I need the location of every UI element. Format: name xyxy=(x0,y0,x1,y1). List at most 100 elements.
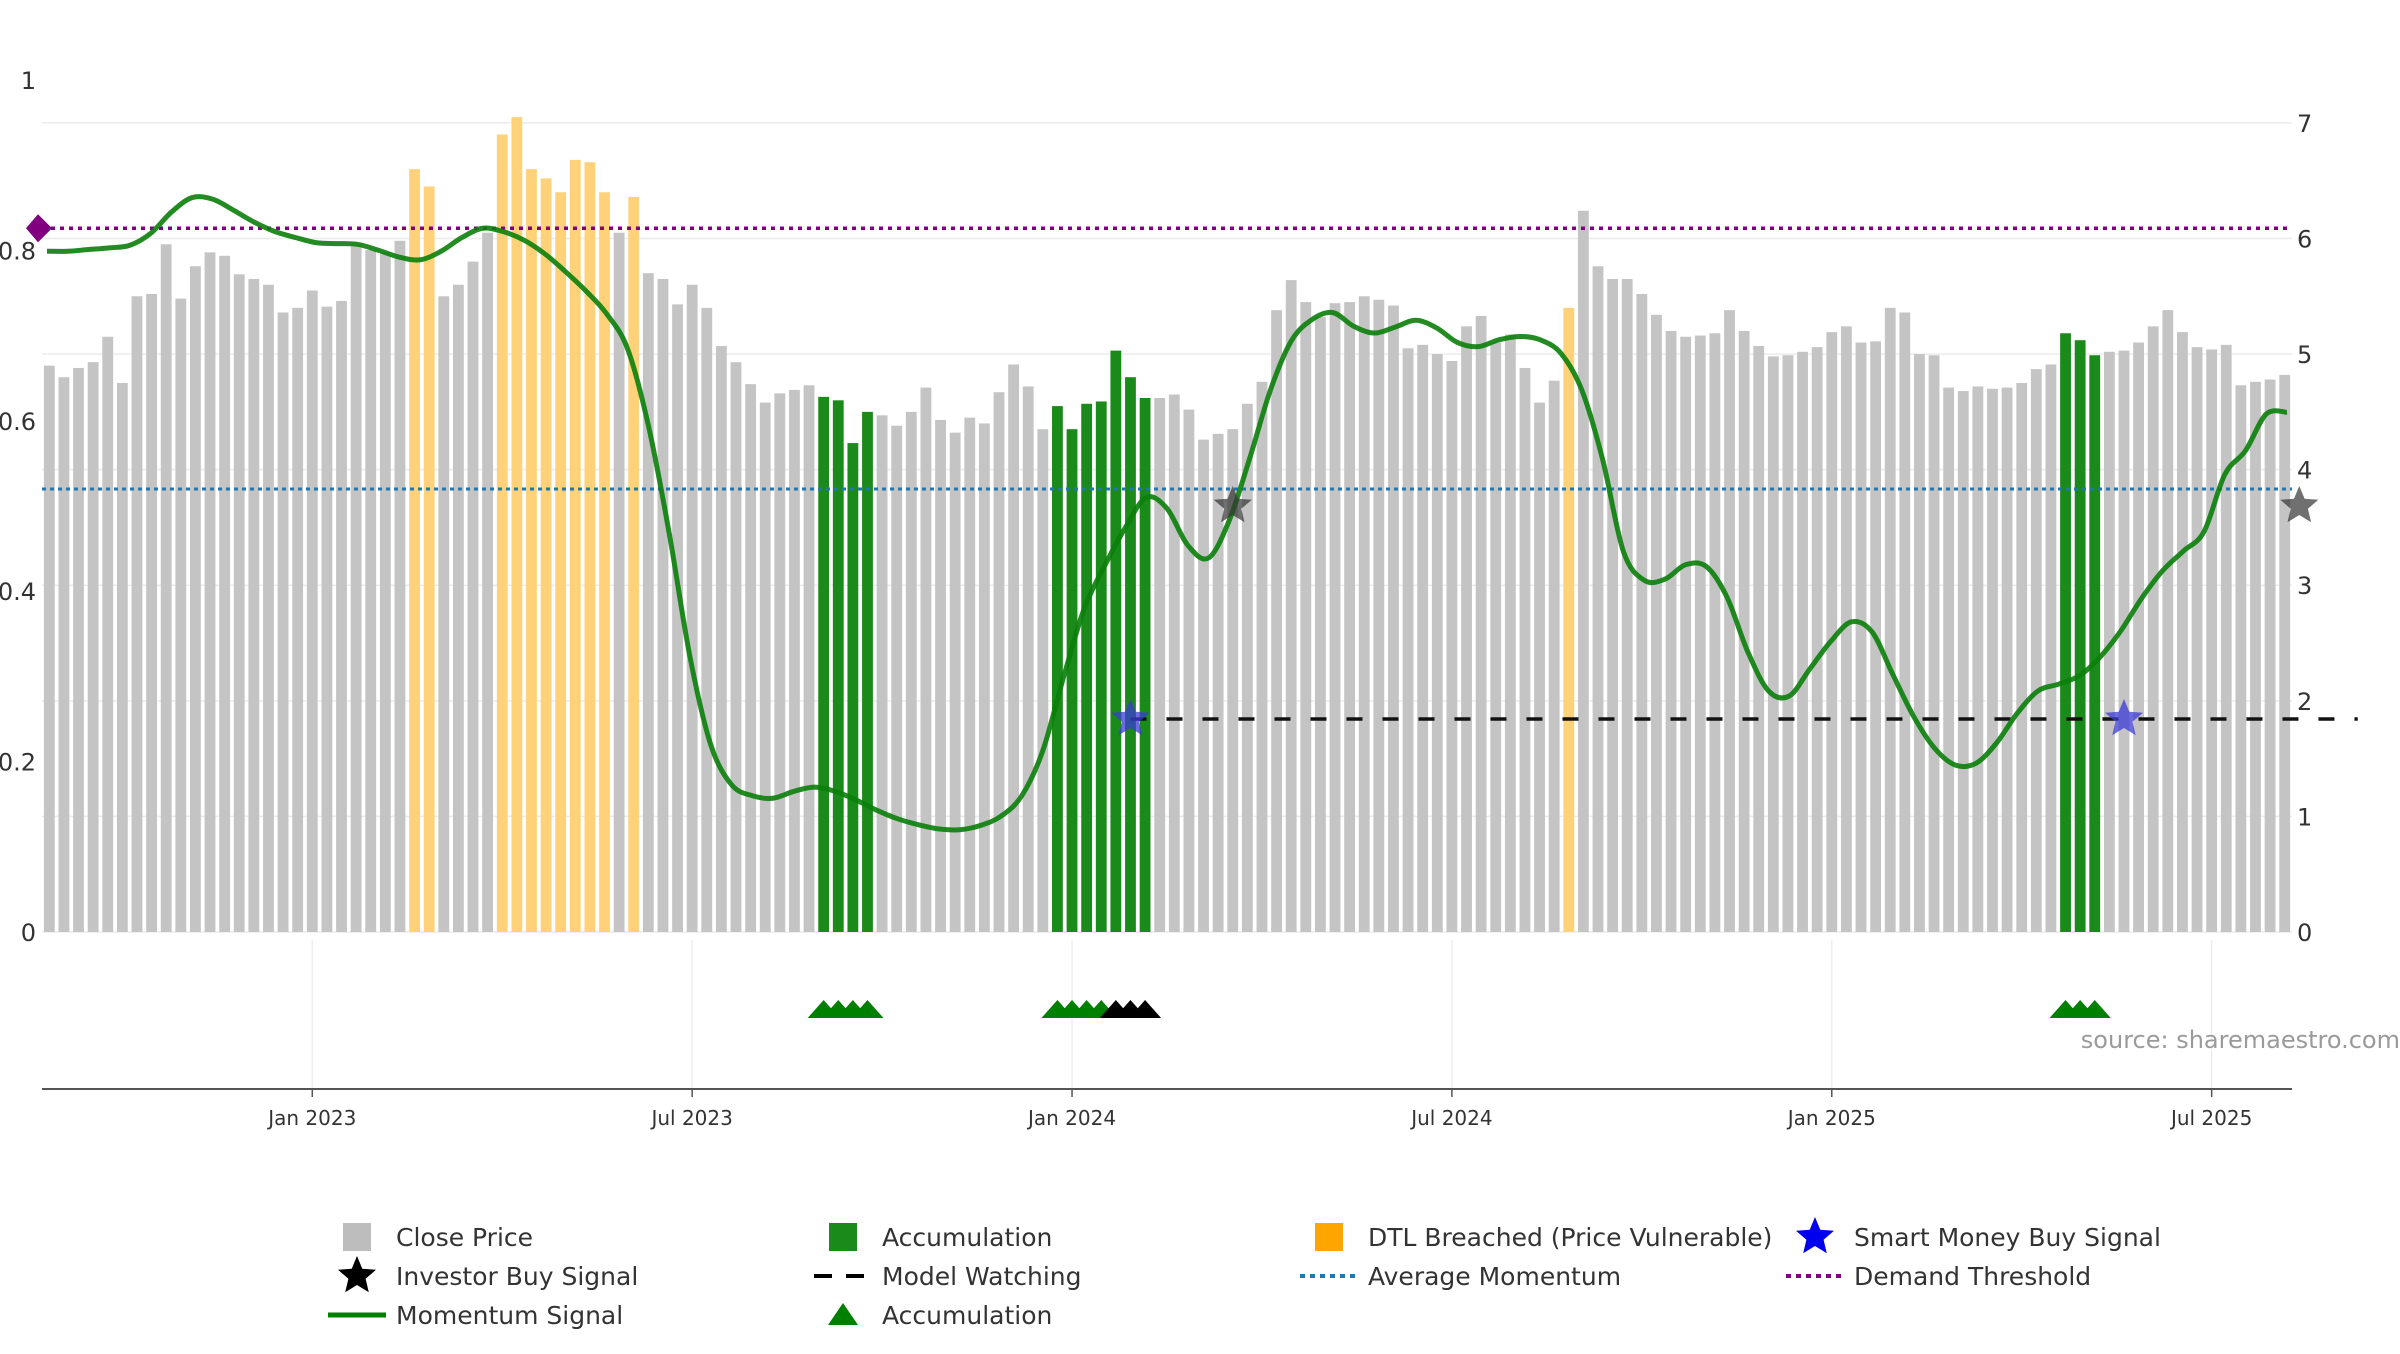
bar-close-price xyxy=(1548,380,1560,932)
bar-close-price xyxy=(1198,439,1209,932)
bar-close-price xyxy=(2250,381,2261,932)
bar-close-price xyxy=(1446,361,1458,932)
legend-item: Average Momentum xyxy=(1300,1262,1621,1291)
legend-star-icon xyxy=(338,1256,376,1293)
legend-item: Close Price xyxy=(343,1223,533,1252)
bar-accumulation xyxy=(1066,429,1078,932)
bar-close-price xyxy=(1753,345,1765,932)
bar-dtl-breached xyxy=(409,169,420,933)
legend-item: DTL Breached (Price Vulnerable) xyxy=(1315,1223,1772,1252)
right-axis-tick-label: 5 xyxy=(2297,341,2312,369)
bar-close-price xyxy=(2147,326,2159,933)
legend-swatch xyxy=(1315,1223,1343,1251)
bar-close-price xyxy=(336,300,347,933)
bar-dtl-breached xyxy=(540,178,552,932)
reference-lines xyxy=(26,214,2358,721)
bar-dtl-breached xyxy=(599,192,610,932)
bar-close-price xyxy=(1008,364,1019,932)
bar-close-price xyxy=(2030,369,2042,932)
accumulation-markers xyxy=(807,1000,2111,1018)
smart-money-buy-signal xyxy=(1111,699,1150,736)
left-axis-tick-label: 0.6 xyxy=(0,408,36,436)
bar-close-price xyxy=(1840,326,1852,933)
bar-close-price xyxy=(43,365,55,932)
legend-label: DTL Breached (Price Vulnerable) xyxy=(1368,1223,1772,1252)
bar-dtl-breached xyxy=(511,117,523,932)
bar-close-price xyxy=(1431,354,1443,933)
bar-close-price xyxy=(1490,342,1502,932)
left-axis-tick-label: 0 xyxy=(21,919,36,947)
bar-dtl-breached xyxy=(423,186,435,932)
bar-close-price xyxy=(321,306,333,932)
legend-item: Accumulation xyxy=(828,1301,1052,1330)
bar-close-price xyxy=(964,417,976,932)
bar-accumulation xyxy=(1139,398,1151,932)
bar-close-price xyxy=(1782,355,1794,932)
bar-close-price xyxy=(452,284,464,932)
bar-close-price xyxy=(920,387,932,932)
bar-close-price xyxy=(102,336,114,933)
bar-close-price xyxy=(1665,330,1677,932)
bar-close-price xyxy=(701,307,713,933)
bar-close-price xyxy=(1037,429,1049,932)
bar-accumulation xyxy=(832,400,844,933)
right-axis-tick-label: 1 xyxy=(2297,803,2312,831)
bar-close-price xyxy=(1797,351,1808,932)
bar-close-price xyxy=(1315,317,1326,932)
bar-close-price xyxy=(1899,312,1911,932)
bar-close-price xyxy=(1022,386,1034,933)
bar-close-price xyxy=(1475,315,1487,932)
bar-close-price xyxy=(1694,335,1706,932)
bar-close-price xyxy=(2235,385,2247,932)
bar-close-price xyxy=(379,252,391,932)
bar-close-price xyxy=(657,278,669,932)
x-axis-tick-label: Jan 2024 xyxy=(1026,1106,1116,1130)
bar-close-price xyxy=(263,284,274,932)
left-axis-tick-label: 0.4 xyxy=(0,578,36,606)
bar-close-price xyxy=(2016,382,2028,933)
bar-close-price xyxy=(1417,344,1429,932)
bar-close-price xyxy=(2264,379,2276,933)
right-axis-tick-label: 2 xyxy=(2297,688,2312,716)
bar-close-price xyxy=(1738,330,1750,932)
bar-close-price xyxy=(482,232,494,932)
investor-buy-signal xyxy=(2280,486,2319,523)
bar-close-price xyxy=(642,273,654,932)
bar-close-price xyxy=(1826,332,1838,932)
momentum-signal xyxy=(46,194,2288,833)
bar-dtl-breached xyxy=(569,159,581,932)
bar-close-price xyxy=(116,382,128,933)
bar-close-price xyxy=(2045,364,2057,932)
bar-close-price xyxy=(73,367,84,932)
axes: 0 0.2 0.4 0.6 0.8 1 0 1 2 3 4 5 6 7 Jan 2023 Jul 2023 Ja… xyxy=(0,67,2312,1130)
bar-close-price xyxy=(2279,374,2291,932)
bar-accumulation xyxy=(1095,401,1107,932)
bar-close-price xyxy=(87,362,99,932)
bar-close-price xyxy=(204,252,216,932)
bar-close-price xyxy=(978,423,990,932)
bar-close-price xyxy=(949,432,961,932)
accumulation-marker xyxy=(851,1000,884,1018)
bar-close-price xyxy=(1680,336,1692,933)
x-axis-tick-label: Jul 2024 xyxy=(1409,1106,1492,1130)
bar-close-price xyxy=(1855,342,1867,932)
bar-close-price xyxy=(1504,334,1516,932)
bar-close-price xyxy=(1256,381,1268,932)
bar-close-price xyxy=(730,362,742,932)
investor-buy-signal xyxy=(1213,486,1252,523)
bar-close-price xyxy=(1519,367,1531,932)
bar-dtl-breached xyxy=(628,196,640,932)
right-axis-tick-label: 6 xyxy=(2297,225,2312,253)
legend-item: Demand Threshold xyxy=(1786,1262,2091,1291)
demand-threshold-marker xyxy=(26,214,52,243)
bar-close-price xyxy=(905,411,917,932)
bar-close-price xyxy=(1884,307,1896,933)
bar-close-price xyxy=(1943,387,1955,932)
bar-close-price xyxy=(131,296,143,932)
bar-close-price xyxy=(613,232,625,932)
right-axis-tick-label: 0 xyxy=(2297,919,2312,947)
bar-close-price xyxy=(438,296,450,932)
bar-close-price xyxy=(1402,348,1414,932)
